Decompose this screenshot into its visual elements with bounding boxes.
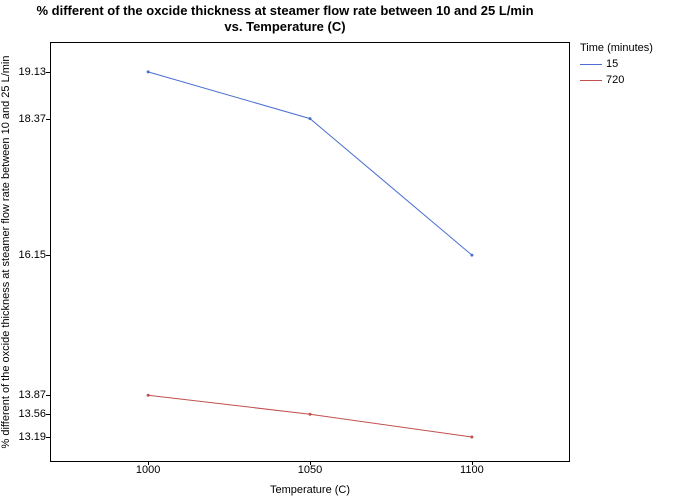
legend-swatch xyxy=(580,64,602,65)
series-point xyxy=(309,413,312,416)
legend-label: 720 xyxy=(606,74,624,86)
legend-label: 15 xyxy=(606,58,618,70)
chart-title-line2: vs. Temperature (C) xyxy=(224,19,345,34)
y-tick-mark xyxy=(46,414,50,415)
legend-item: 15 xyxy=(580,56,653,72)
y-tick-mark xyxy=(46,395,50,396)
y-tick-label: 19.13 xyxy=(6,66,46,78)
y-tick-label: 13.56 xyxy=(6,408,46,420)
legend-item: 720 xyxy=(580,72,653,88)
x-axis-label: Temperature (C) xyxy=(50,484,570,496)
series-line xyxy=(148,395,472,437)
y-tick-mark xyxy=(46,72,50,73)
y-tick-label: 13.87 xyxy=(6,389,46,401)
y-tick-label: 13.19 xyxy=(6,431,46,443)
x-tick-label: 1000 xyxy=(128,464,168,476)
y-tick-mark xyxy=(46,437,50,438)
y-tick-mark xyxy=(46,119,50,120)
plot-area xyxy=(50,42,570,462)
y-tick-mark xyxy=(46,255,50,256)
chart-root: % different of the oxcide thickness at s… xyxy=(0,0,676,502)
x-tick-label: 1050 xyxy=(290,464,330,476)
series-point xyxy=(147,70,150,73)
series-point xyxy=(470,254,473,257)
series-point xyxy=(147,394,150,397)
legend-title: Time (minutes) xyxy=(580,42,653,54)
legend-swatch xyxy=(580,80,602,81)
series-line xyxy=(148,72,472,255)
series-point xyxy=(470,436,473,439)
legend-items: 15720 xyxy=(580,56,653,88)
x-tick-mark xyxy=(472,461,473,465)
y-tick-label: 16.15 xyxy=(6,249,46,261)
chart-title: % different of the oxcide thickness at s… xyxy=(0,3,570,35)
chart-lines-svg xyxy=(51,43,569,461)
legend: Time (minutes) 15720 xyxy=(580,42,653,88)
x-tick-label: 1100 xyxy=(452,464,492,476)
y-tick-label: 18.37 xyxy=(6,113,46,125)
series-point xyxy=(309,117,312,120)
x-tick-mark xyxy=(148,461,149,465)
x-tick-mark xyxy=(310,461,311,465)
chart-title-line1: % different of the oxcide thickness at s… xyxy=(36,3,533,18)
